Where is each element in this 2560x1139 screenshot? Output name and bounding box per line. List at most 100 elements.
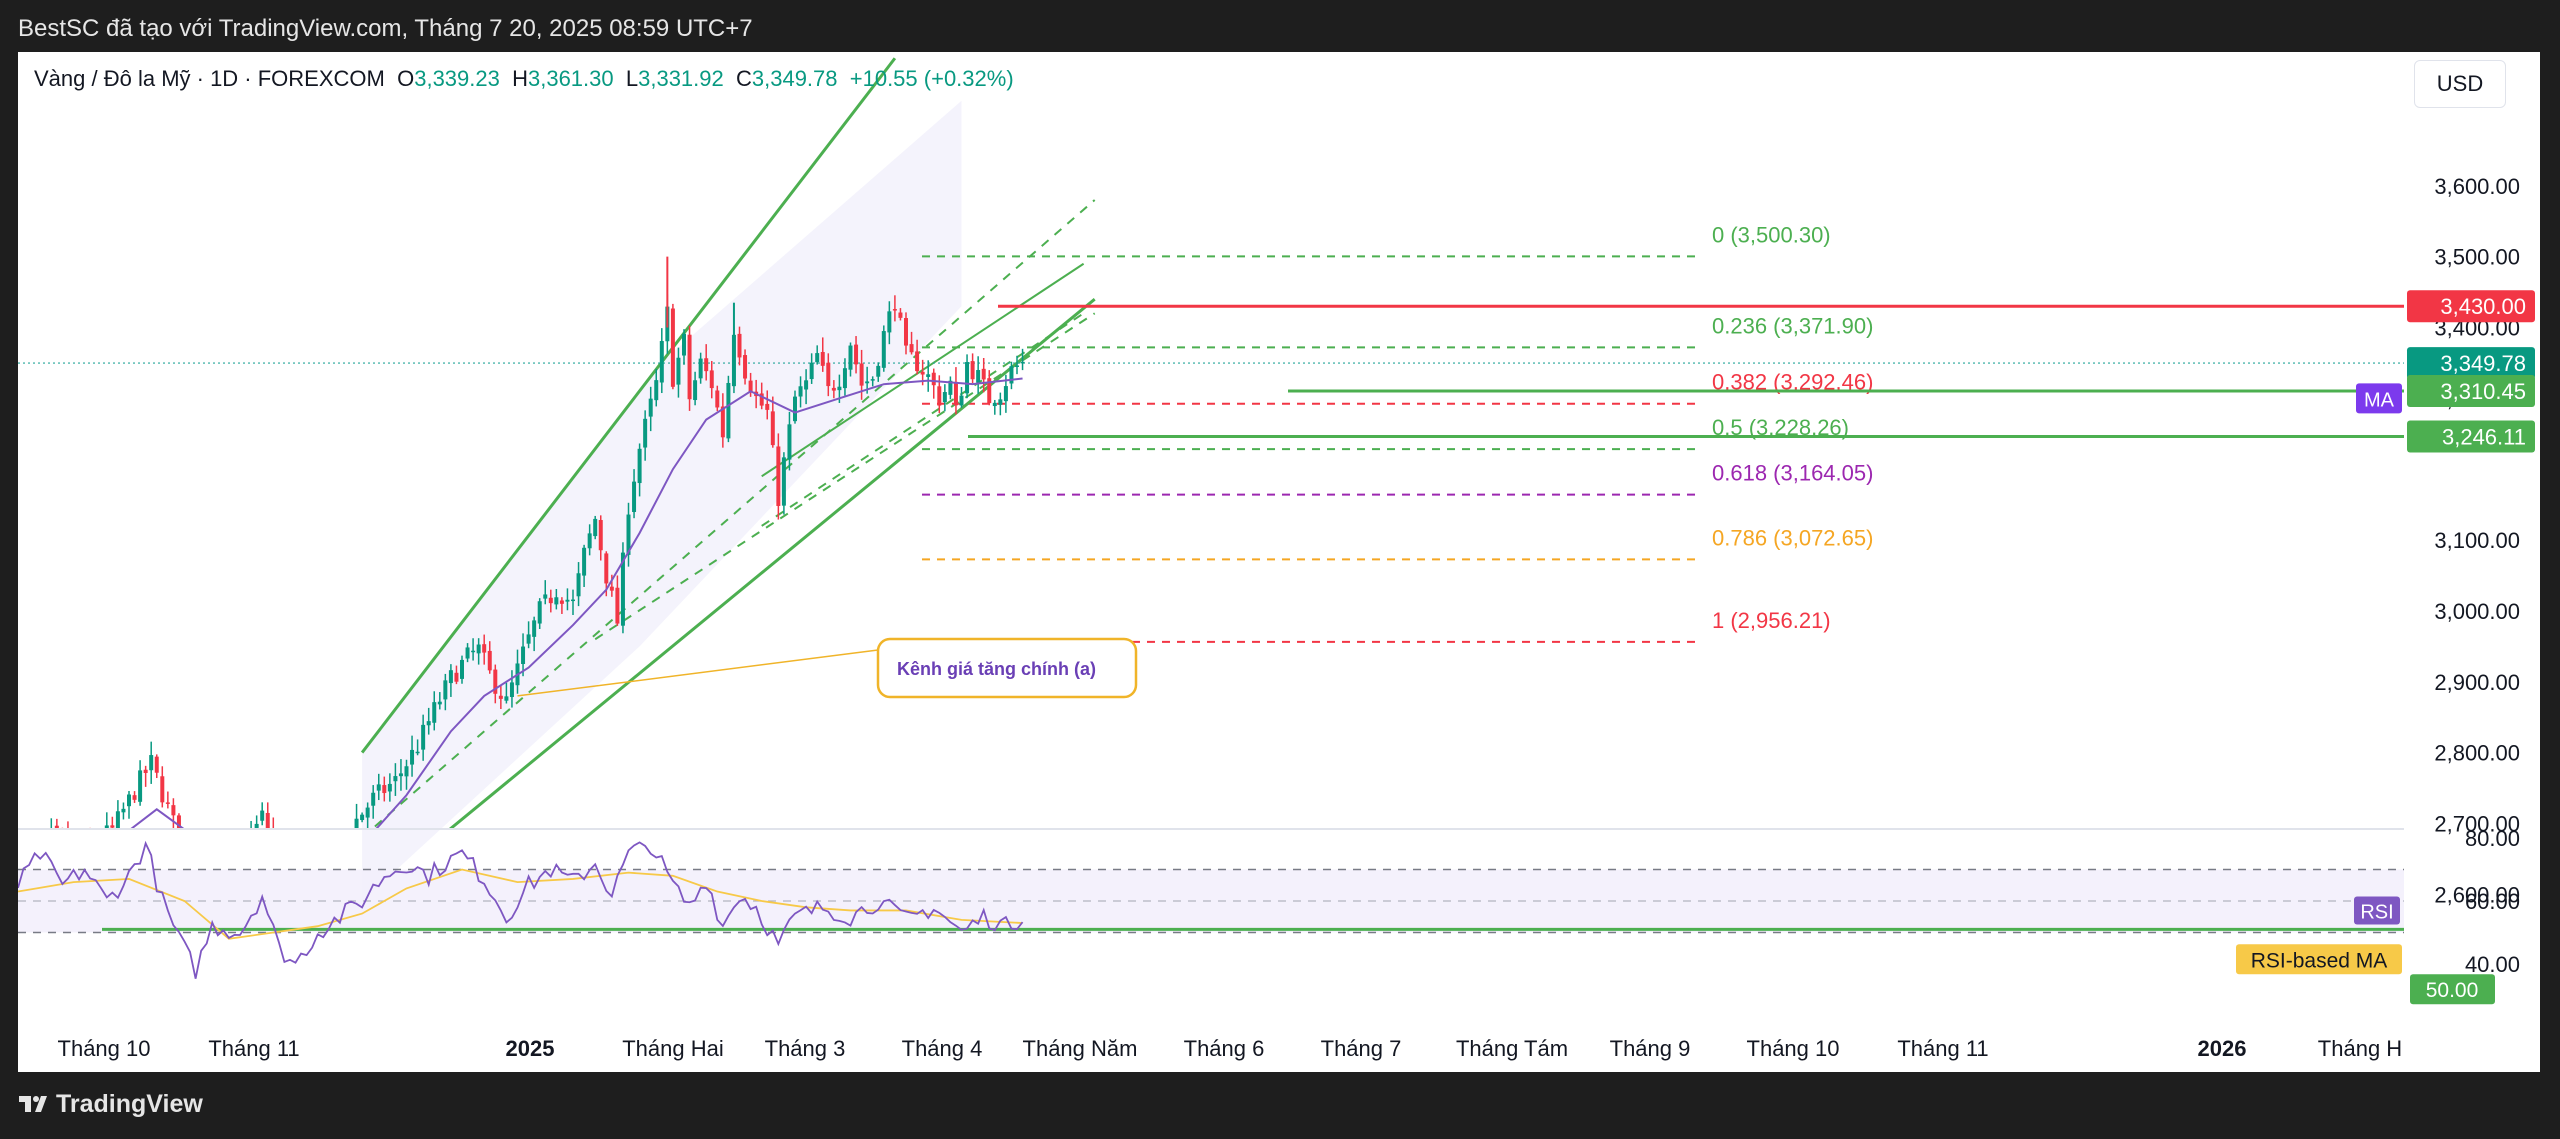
channel-fill — [362, 100, 962, 902]
candle-body — [154, 756, 159, 773]
candle-body — [493, 669, 498, 694]
candle-body — [543, 594, 548, 599]
candle-body — [171, 805, 176, 816]
candle-body — [548, 597, 553, 604]
candle-body — [260, 810, 265, 821]
candle-body — [526, 634, 531, 644]
candle-body — [776, 446, 781, 506]
candle-body — [437, 701, 442, 705]
time-tick: Tháng 9 — [1610, 1036, 1691, 1061]
candle-body — [820, 351, 825, 366]
candle-body — [1015, 365, 1019, 367]
candle-body — [460, 659, 464, 679]
candle-body — [593, 518, 598, 537]
time-axis[interactable]: Tháng 10 Tháng 11 2025 Tháng Hai Tháng 3 Thán… — [58, 1036, 2403, 1061]
chart-header: BestSC đã tạo với TradingView.com, Tháng… — [0, 0, 2560, 52]
moving-average — [130, 377, 1023, 828]
fib-level-label: 0.786 (3,072.65) — [1712, 525, 1873, 550]
time-tick: 2025 — [506, 1036, 555, 1061]
price-badge — [2407, 347, 2535, 380]
candle-body — [127, 794, 131, 807]
candle-body — [254, 823, 259, 828]
candle-body — [870, 379, 875, 381]
price-badge-text: 3,349.78 — [2440, 351, 2526, 376]
candle-body — [132, 795, 137, 800]
low-value: 3,331.92 — [638, 66, 724, 91]
candle-body — [398, 773, 403, 777]
candle-body — [670, 308, 675, 387]
candle-body — [676, 357, 681, 385]
callout-pointer — [517, 649, 879, 697]
candle-body — [748, 380, 753, 393]
candle-body — [648, 398, 653, 417]
candle-body — [227, 847, 231, 849]
candle-body — [143, 769, 148, 773]
time-tick: Tháng 3 — [765, 1036, 846, 1061]
candle-body — [904, 318, 908, 346]
candle-body — [637, 448, 642, 484]
price-badge-text: 3,310.45 — [2440, 379, 2526, 404]
callout-label: Kênh giá tăng chính (a) — [897, 659, 1096, 679]
price-badge-text: 3,246.11 — [2442, 425, 2526, 450]
currency-selector[interactable]: USD — [2414, 60, 2506, 108]
close-label: C — [735, 66, 752, 91]
candle-body — [360, 814, 365, 821]
footer-brand[interactable]: TradingView — [56, 1090, 203, 1118]
candle-body — [332, 848, 336, 854]
candle-body — [571, 599, 575, 602]
price-badge-text: 3,430.00 — [2440, 294, 2526, 319]
candle-body — [210, 850, 214, 860]
candle-body — [887, 311, 892, 333]
candle-body — [249, 835, 253, 852]
candle-body — [265, 812, 270, 828]
candle-body — [682, 333, 686, 356]
candle-body — [277, 842, 281, 846]
candle-body — [221, 846, 225, 849]
ma-line — [130, 377, 1023, 828]
candle-body — [38, 843, 42, 848]
price-tick: 2,700.00 — [2434, 811, 2520, 836]
callout-box[interactable] — [876, 637, 1138, 699]
candle-body — [831, 387, 836, 391]
candle-body — [992, 402, 997, 407]
candle-body — [138, 770, 143, 802]
candle-body — [294, 855, 298, 859]
candle-body — [937, 386, 942, 406]
candle-body — [554, 597, 559, 605]
candle-body — [454, 672, 459, 682]
candle-body — [160, 776, 165, 803]
candle-body — [770, 411, 775, 446]
time-tick: Tháng Tám — [1456, 1036, 1568, 1061]
candle-body — [443, 680, 448, 700]
price-tick: 2,600.00 — [2434, 882, 2520, 907]
candle-body — [183, 849, 187, 861]
rsi-badge — [2354, 896, 2400, 925]
candle-body — [404, 766, 409, 777]
price-axis[interactable]: 3,600.003,500.003,400.003,300.003,100.00… — [2434, 174, 2520, 977]
candle-body — [1003, 386, 1008, 402]
candle-body — [931, 372, 936, 386]
price-tick: 3,500.00 — [2434, 245, 2520, 270]
rsi-ma-badge-text: RSI-based MA — [2251, 949, 2388, 972]
rsi-level-badge — [2410, 974, 2495, 1005]
candle-body — [238, 846, 242, 848]
candle-body — [948, 380, 953, 395]
candle-body — [632, 481, 637, 513]
candle-body — [626, 514, 631, 555]
candle-body — [859, 363, 864, 386]
candle-body — [565, 599, 570, 602]
candle-body — [371, 792, 376, 806]
symbol-legend[interactable]: Vàng / Đô la Mỹ · 1D · FOREXCOM O3,339.2… — [34, 66, 1014, 92]
candle-body — [815, 353, 820, 363]
time-tick: Tháng 11 — [208, 1036, 299, 1061]
candle-body — [726, 382, 731, 439]
candle-body — [793, 396, 797, 422]
candle-body — [232, 845, 236, 847]
candle-body — [953, 381, 958, 406]
candle-body — [598, 520, 603, 551]
candle-body — [842, 368, 847, 389]
candle-body — [720, 406, 725, 438]
candle-body — [737, 333, 742, 358]
candle-body — [216, 845, 220, 858]
